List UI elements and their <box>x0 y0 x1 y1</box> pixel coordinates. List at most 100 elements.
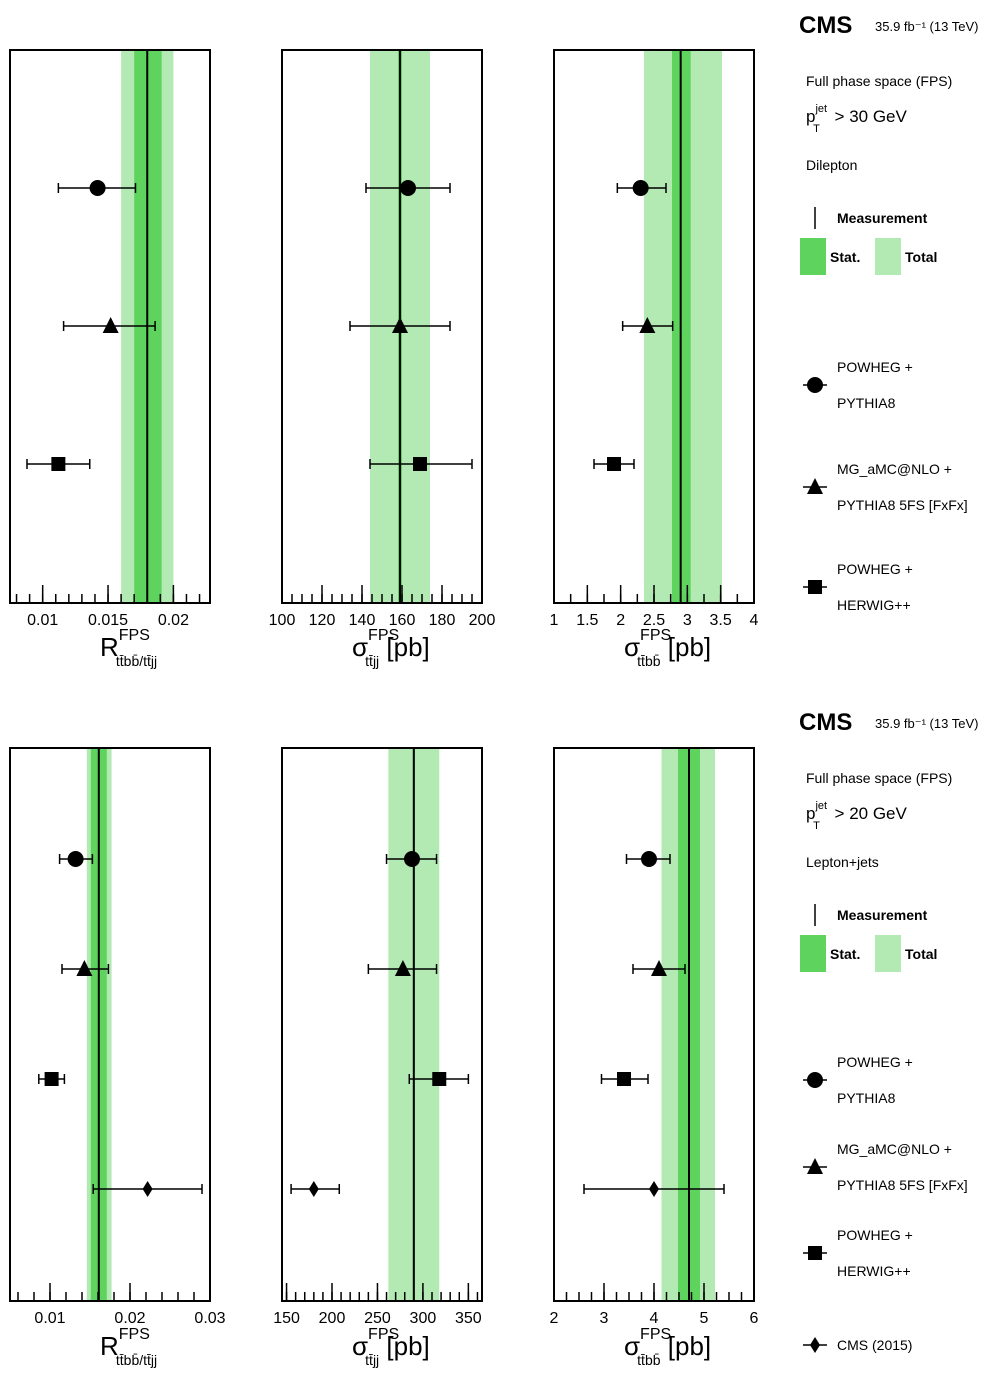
axis-title-unit: [pb] <box>661 632 712 662</box>
pt-symbol: p <box>806 107 815 126</box>
phase-space-label: Full phase space (FPS) <box>806 73 952 89</box>
prediction-marker-circle <box>89 180 106 196</box>
tick-label: 3 <box>600 1310 609 1327</box>
legend-marker-triangle <box>807 478 823 494</box>
legend-marker-square <box>808 580 822 594</box>
tick-label: 0.01 <box>34 1310 65 1327</box>
tick-label: 3 <box>683 612 692 629</box>
prediction-marker-square <box>607 457 621 471</box>
tick-label: 6 <box>750 1310 759 1327</box>
axis-title-subscript: tt̄jj <box>365 653 379 669</box>
prediction-marker-square <box>617 1072 631 1086</box>
prediction-marker-circle <box>400 180 416 196</box>
prediction-marker-triangle <box>392 317 408 333</box>
axis-title-subscript: tt̄bb̄ <box>637 653 661 669</box>
prediction-marker-triangle <box>639 317 656 333</box>
axis-title-superscript: FPS <box>119 1326 150 1343</box>
legend-entry-label: CMS (2015) <box>837 1337 912 1353</box>
legend-measurement-label: Measurement <box>837 210 928 226</box>
legend-entry-label: PYTHIA8 <box>837 1090 896 1106</box>
tick-label: 180 <box>429 612 456 629</box>
phase-space-label: Full phase space (FPS) <box>806 770 952 786</box>
axis-title: σFPS tt̄bb̄ [pb] <box>624 627 711 669</box>
axis-title-symbol: σ <box>352 632 368 662</box>
tick-label: 140 <box>349 612 376 629</box>
panel-frame <box>9 747 211 1302</box>
legend-entry-label: MG_aMC@NLO + <box>837 461 952 477</box>
tick-label: 150 <box>273 1310 300 1327</box>
tick-label: 1.5 <box>576 612 598 629</box>
legend-total-swatch <box>875 238 901 275</box>
pt-superscript: jet <box>814 800 827 812</box>
axis-title: σFPS tt̄bb̄ [pb] <box>624 1326 711 1368</box>
prediction-marker-square <box>51 457 66 471</box>
panel-frame <box>9 49 211 604</box>
axis-title-subscript: tt̄bb̄/tt̄jj <box>116 1352 157 1368</box>
legend: CMS 35.9 fb⁻¹ (13 TeV) Full phase space (F… <box>799 12 978 613</box>
legend-marker-triangle <box>807 1158 823 1174</box>
tick-label: 100 <box>269 612 296 629</box>
legend-stat-swatch <box>800 935 826 972</box>
channel-label: Lepton+jets <box>806 854 879 870</box>
legend-marker-diamond <box>810 1337 820 1353</box>
axis-title-superscript: FPS <box>368 627 399 644</box>
legend-stat-label: Stat. <box>830 249 860 265</box>
tick-label: 300 <box>410 1310 437 1327</box>
axis-title: σFPS tt̄jj [pb] <box>352 627 430 669</box>
prediction-marker-triangle <box>651 960 667 976</box>
pt-subscript: T <box>813 123 820 135</box>
tick-label: 0.02 <box>158 612 189 629</box>
panel-1: 0.01 0.015 0.02 RFPS tt̄bb̄/tt̄jj <box>9 49 211 669</box>
pt-superscript: jet <box>814 103 827 115</box>
tick-label: 0.01 <box>27 612 58 629</box>
panel-1: 0.01 0.02 0.03 RFPS tt̄bb̄/tt̄jj <box>9 747 226 1368</box>
prediction-marker-triangle <box>76 960 93 976</box>
pt-subscript: T <box>813 820 820 832</box>
axis-title-superscript: FPS <box>640 627 671 644</box>
channel-label: Dilepton <box>806 157 857 173</box>
tick-label: 160 <box>389 612 416 629</box>
axis-title-symbol: R <box>100 632 119 662</box>
legend-marker-circle <box>807 1072 823 1088</box>
axis-title-superscript: FPS <box>368 1326 399 1343</box>
panel-2: 100 120 140 160 180 200 σFPS tt̄jj [pb] <box>269 49 495 669</box>
axis-title-symbol: σ <box>624 1331 640 1361</box>
tick-label: 120 <box>309 612 336 629</box>
pt-value: > 30 GeV <box>830 107 908 126</box>
tick-label: 0.02 <box>114 1310 145 1327</box>
legend-total-label: Total <box>905 946 937 962</box>
panel-2: 150 200 250 300 350 σFPS tt̄jj [pb] <box>273 747 483 1368</box>
axis-title: RFPS tt̄bb̄/tt̄jj <box>100 1326 157 1368</box>
legend-entry-label: POWHEG + <box>837 359 913 375</box>
legend-entry-label: POWHEG + <box>837 561 913 577</box>
legend-entry-label: PYTHIA8 <box>837 395 896 411</box>
panel-3: 1 1.5 2 2.5 3 3.5 4 σFPS tt̄bb̄ [pb] <box>550 49 759 669</box>
prediction-marker-square <box>432 1072 447 1086</box>
prediction-marker-square <box>44 1072 59 1086</box>
tick-label: 250 <box>364 1310 391 1327</box>
axis-title-subscript: tt̄bb̄/tt̄jj <box>116 653 157 669</box>
prediction-marker-diamond <box>142 1181 153 1197</box>
legend-entry-label: PYTHIA8 5FS [FxFx] <box>837 497 968 513</box>
axis-title-subscript: tt̄jj <box>365 1352 379 1368</box>
pt-cut-label: pjet T > 30 GeV <box>806 103 908 135</box>
tick-label: 4 <box>650 1310 659 1327</box>
axis-title-symbol: σ <box>352 1331 368 1361</box>
prediction-marker-circle <box>641 851 657 867</box>
panel-3: 2 3 4 5 6 σFPS tt̄bb̄ [pb] <box>550 747 759 1368</box>
prediction-marker-triangle <box>394 960 411 976</box>
axis-title-superscript: FPS <box>119 627 150 644</box>
legend: CMS 35.9 fb⁻¹ (13 TeV) Full phase space (F… <box>799 709 978 1353</box>
axis-title-unit: [pb] <box>379 632 430 662</box>
prediction-marker-circle <box>404 851 420 867</box>
pt-cut-label: pjet T > 20 GeV <box>806 800 908 832</box>
legend-entry-label: HERWIG++ <box>837 1263 911 1279</box>
tick-label: 2 <box>550 1310 559 1327</box>
axis-title: RFPS tt̄bb̄/tt̄jj <box>100 627 157 669</box>
panel-frame <box>553 747 755 1302</box>
tick-label: 350 <box>455 1310 482 1327</box>
legend-measurement-label: Measurement <box>837 907 928 923</box>
legend-total-swatch <box>875 935 901 972</box>
